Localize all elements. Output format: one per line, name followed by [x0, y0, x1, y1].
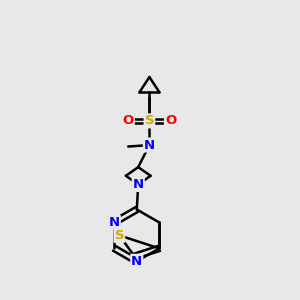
Text: N: N	[133, 178, 144, 191]
Text: O: O	[165, 114, 176, 128]
Text: N: N	[144, 139, 155, 152]
Text: N: N	[109, 216, 120, 229]
Text: N: N	[131, 255, 142, 268]
Text: S: S	[145, 114, 154, 128]
Text: O: O	[123, 114, 134, 128]
Text: S: S	[115, 229, 124, 242]
